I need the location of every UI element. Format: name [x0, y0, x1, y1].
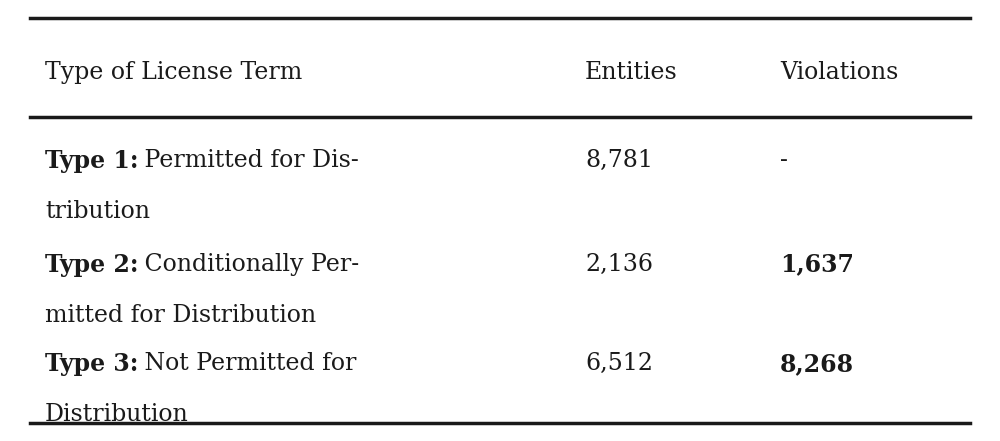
- Text: tribution: tribution: [45, 200, 150, 223]
- Text: -: -: [780, 149, 788, 172]
- Text: 8,268: 8,268: [780, 352, 854, 376]
- Text: mitted for Distribution: mitted for Distribution: [45, 304, 316, 327]
- Text: Type 2:: Type 2:: [45, 253, 138, 277]
- Text: Type of License Term: Type of License Term: [45, 61, 302, 84]
- Text: Entities: Entities: [585, 61, 678, 84]
- Text: 8,781: 8,781: [585, 149, 653, 172]
- Text: 6,512: 6,512: [585, 352, 653, 375]
- Text: Not Permitted for: Not Permitted for: [137, 352, 356, 375]
- Text: Conditionally Per-: Conditionally Per-: [137, 253, 359, 276]
- Text: Permitted for Dis-: Permitted for Dis-: [137, 149, 359, 172]
- Text: Violations: Violations: [780, 61, 898, 84]
- Text: 2,136: 2,136: [585, 253, 653, 276]
- Text: Type 1:: Type 1:: [45, 149, 138, 173]
- Text: Type 3:: Type 3:: [45, 352, 138, 376]
- Text: 1,637: 1,637: [780, 253, 854, 277]
- Text: Distribution: Distribution: [45, 403, 189, 426]
